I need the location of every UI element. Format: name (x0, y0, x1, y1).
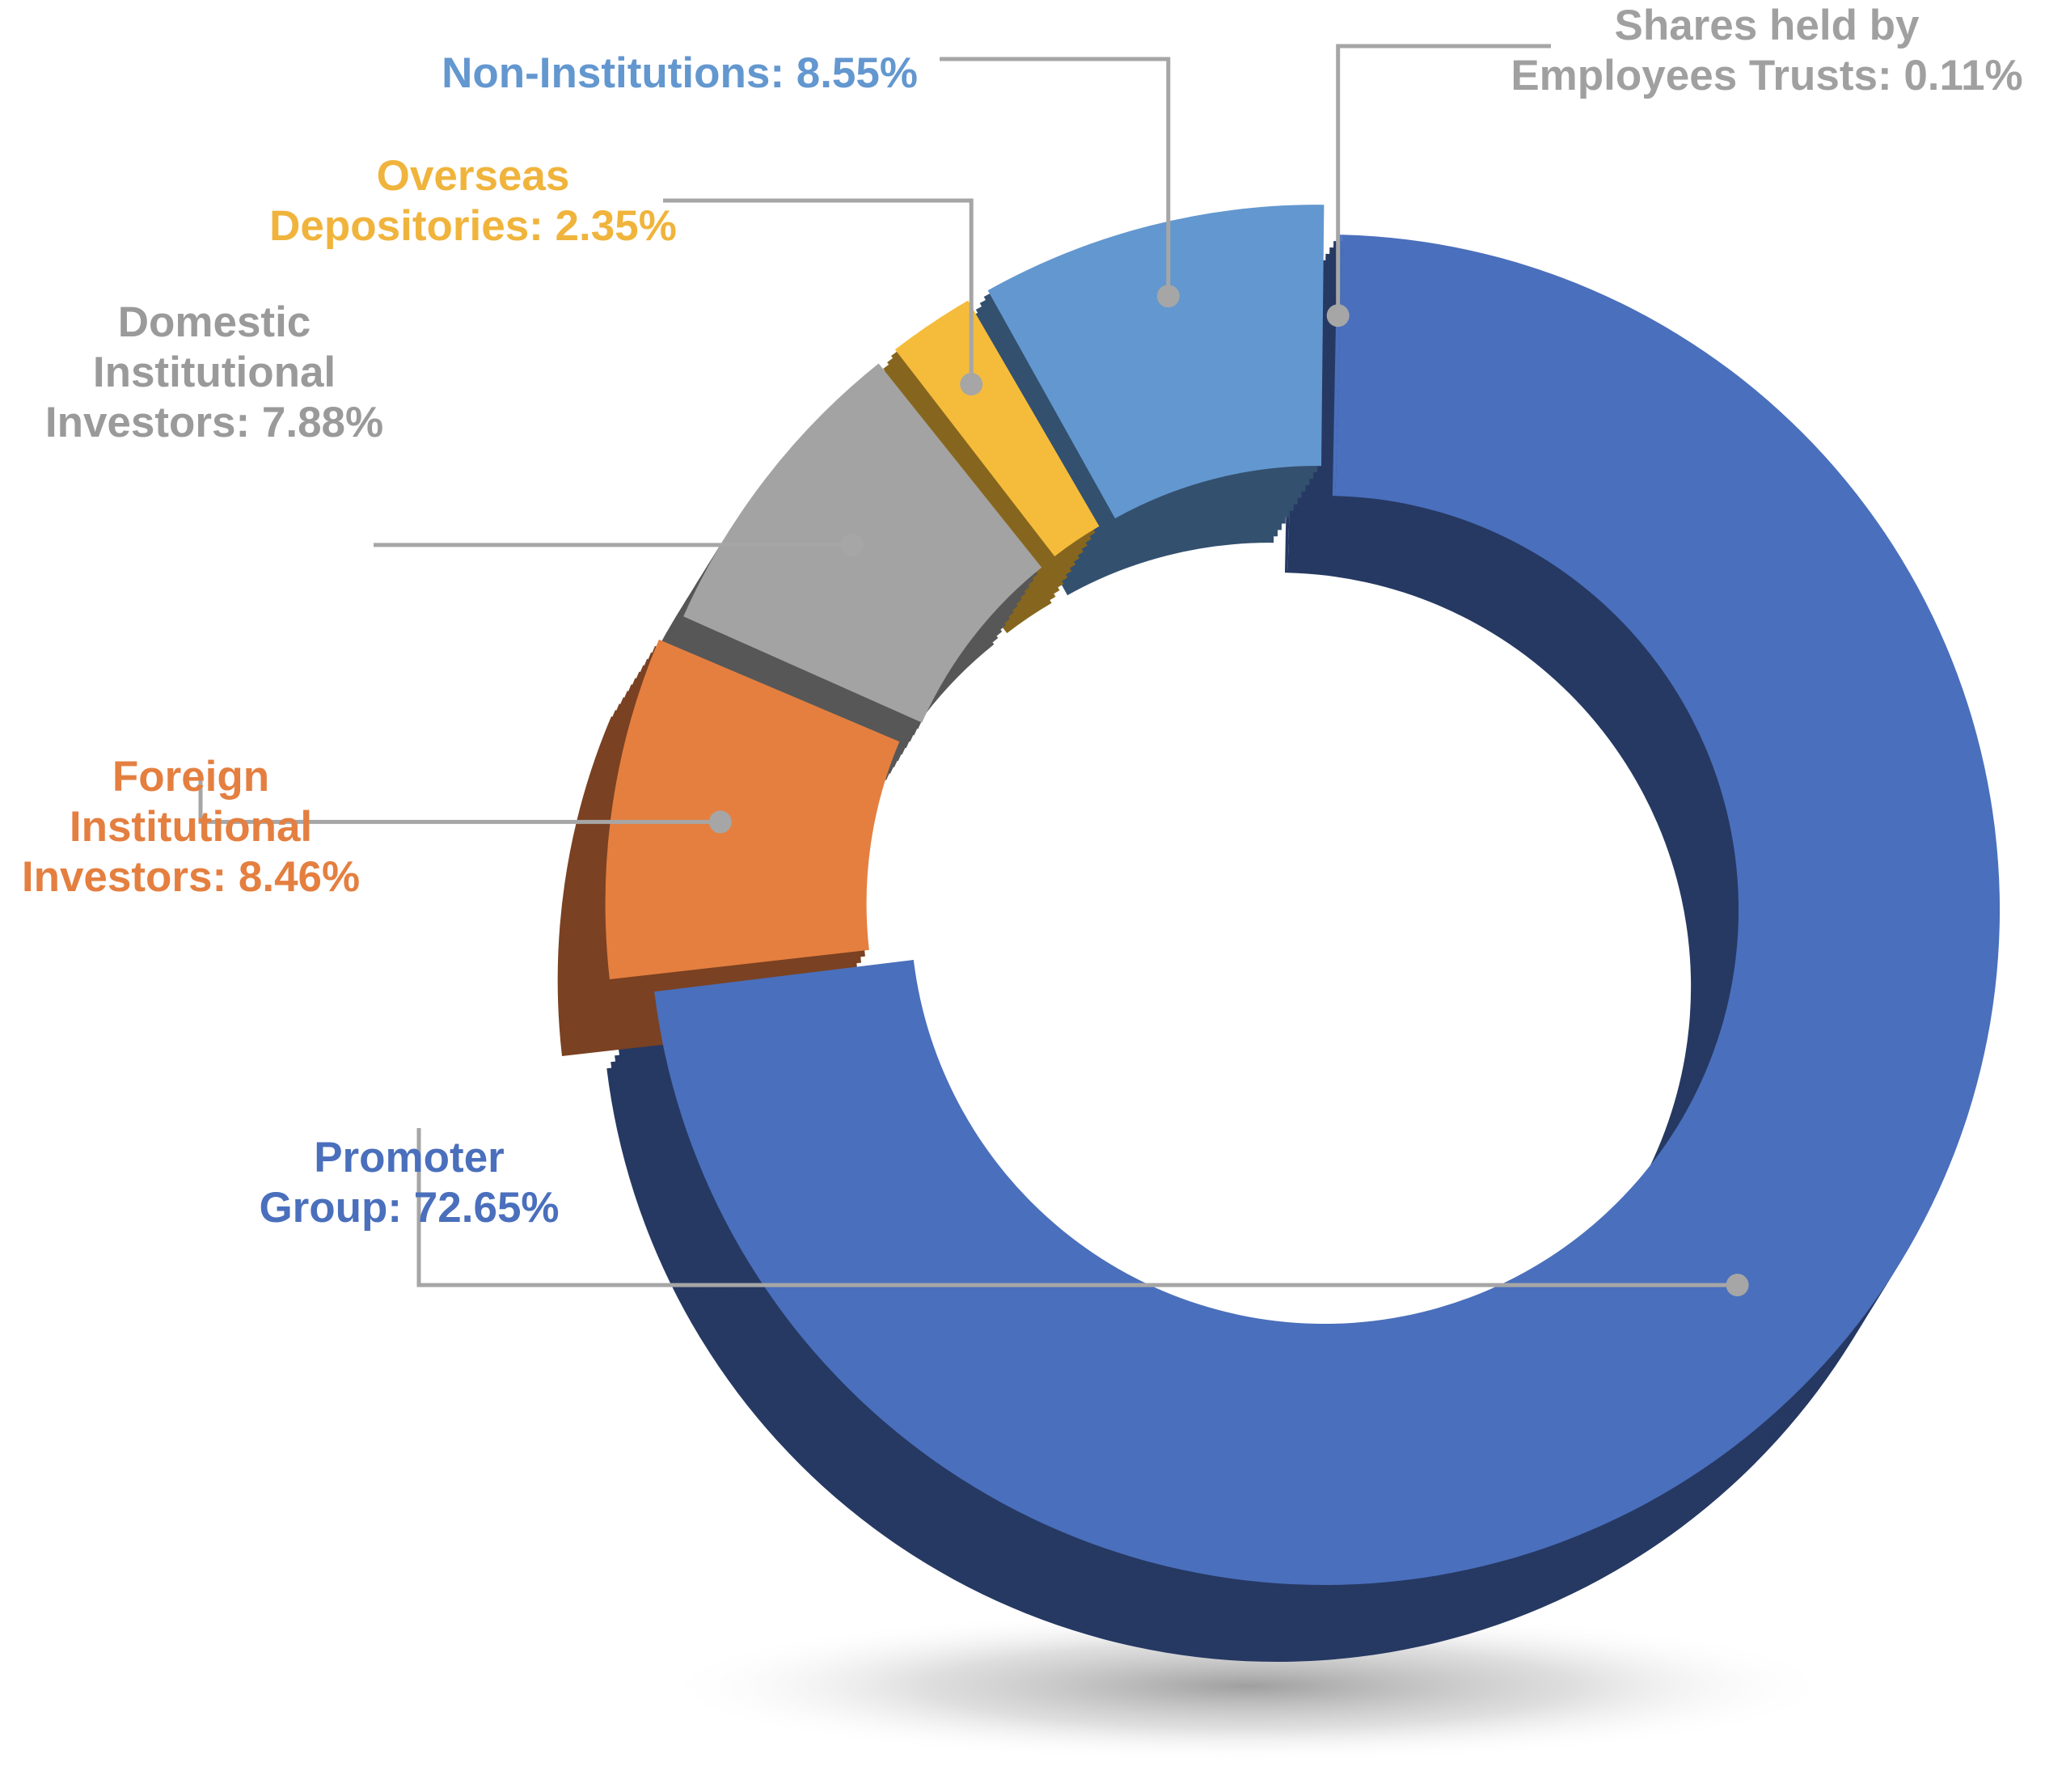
leader-line-promoter-group (416, 1128, 1738, 1287)
leader-dot-shares-held-by-employees-trusts (1326, 304, 1350, 328)
data-label-line: Group: 72.65% (259, 1184, 559, 1232)
data-label-foreign-institutional-investors: Foreign Institutional Investors: 8.46% (22, 753, 360, 901)
data-label-line: Institutional (70, 803, 312, 851)
data-label-line: Institutional (93, 349, 336, 396)
leader-dot-promoter-group (1726, 1274, 1749, 1297)
slice-non-institutions (987, 205, 1325, 519)
slice-foreign-institutional-investors (605, 639, 900, 979)
data-label-line: Foreign (112, 753, 269, 801)
data-label-line: Non-Institutions: 8.55% (442, 49, 918, 97)
data-label-non-institutions: Non-Institutions: 8.55% (442, 49, 918, 97)
data-label-line: Domestic (118, 298, 311, 346)
leader-line-overseas-depositories (663, 198, 974, 385)
chart-floor-shadow (659, 1609, 1840, 1763)
leader-line-non-institutions (940, 57, 1171, 297)
data-label-shares-held-by-employees-trusts: Shares held by Employees Trusts: 0.11% (1511, 2, 2022, 99)
leader-dot-foreign-institutional-investors (708, 810, 732, 834)
data-label-promoter-group: Promoter Group: 72.65% (259, 1134, 559, 1232)
leader-dot-domestic-institutional-investors (840, 533, 864, 556)
data-label-overseas-depositories: Overseas Depositories: 2.35% (269, 152, 677, 250)
data-label-line: Depositories: 2.35% (269, 202, 677, 250)
leader-line-foreign-institutional-investors (198, 772, 720, 824)
leader-line-shares-held-by-employees-trusts (1336, 44, 1551, 316)
data-label-line: Employees Trusts: 0.11% (1511, 52, 2022, 99)
leader-dot-non-institutions (1156, 285, 1180, 308)
data-label-domestic-institutional-investors: Domestic Institutional Investors: 7.88% (45, 298, 383, 446)
data-label-line: Overseas (377, 152, 570, 200)
leader-lines (198, 44, 1749, 1297)
data-label-line: Promoter (314, 1134, 505, 1181)
data-labels: Promoter Group: 72.65%Foreign Institutiona… (22, 2, 2023, 1232)
data-label-line: Investors: 7.88% (45, 399, 383, 446)
slice-promoter-group (654, 235, 2001, 1586)
data-label-line: Shares held by (1614, 2, 1920, 49)
slice-overseas-depositories (894, 300, 1100, 556)
leader-dot-overseas-depositories (960, 373, 983, 396)
data-label-line: Investors: 8.46% (22, 853, 360, 901)
